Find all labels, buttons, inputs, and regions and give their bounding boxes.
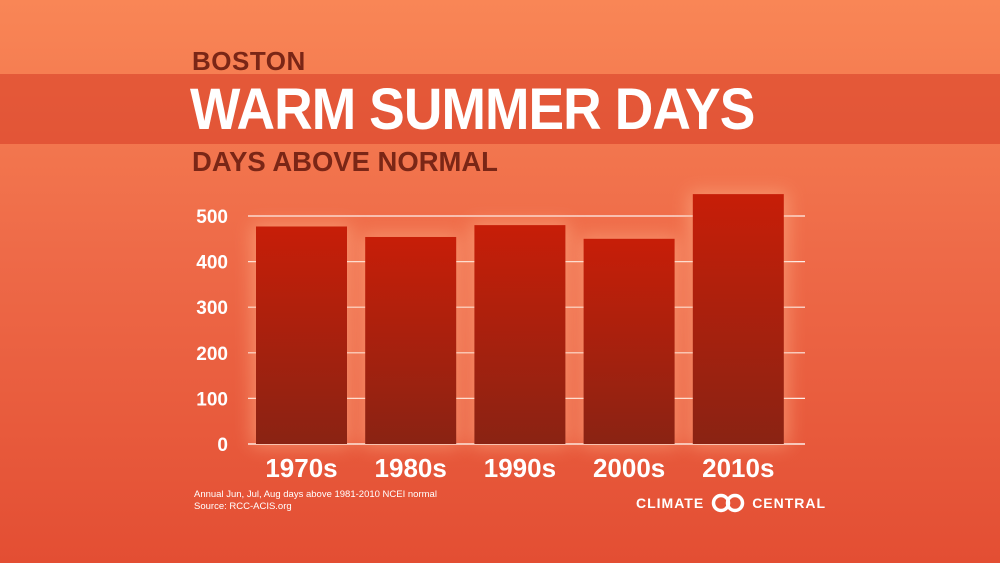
- x-axis-categories: 1970s 1980s 1990s 2000s 2010s: [265, 453, 774, 483]
- footnote-source: Source: RCC-ACIS.org: [194, 501, 292, 512]
- y-tick-label: 200: [196, 344, 228, 365]
- footnote-method: Annual Jun, Jul, Aug days above 1981-201…: [194, 489, 437, 500]
- x-category-label: 2000s: [593, 453, 665, 483]
- bar-2000s: [583, 238, 675, 444]
- chart-subtitle: DAYS ABOVE NORMAL: [192, 146, 498, 177]
- bar-1970s: [256, 226, 347, 444]
- bar-2010s: [692, 194, 784, 444]
- logo-word-right: CENTRAL: [752, 495, 827, 511]
- place-label: BOSTON: [192, 46, 306, 76]
- logo-word-left: CLIMATE: [636, 495, 705, 511]
- logo-rings-icon: [711, 493, 745, 513]
- x-category-label: 2010s: [702, 453, 774, 483]
- chart-title: WARM SUMMER DAYS: [190, 77, 755, 142]
- bar-1990s: [474, 225, 566, 444]
- y-tick-label: 500: [196, 207, 228, 228]
- x-category-label: 1980s: [375, 453, 447, 483]
- y-tick-label: 300: [196, 298, 228, 319]
- bars: [256, 194, 784, 444]
- climate-central-logo: CLIMATE CENTRAL: [636, 493, 826, 513]
- x-category-label: 1990s: [484, 453, 556, 483]
- y-axis-ticks: 0 100 200 300 400 500: [196, 207, 228, 456]
- bar-1980s: [365, 236, 457, 444]
- y-tick-label: 0: [217, 435, 228, 456]
- y-tick-label: 400: [196, 253, 228, 274]
- x-category-label: 1970s: [265, 453, 337, 483]
- title-band: [0, 74, 1000, 144]
- y-tick-label: 100: [196, 389, 228, 410]
